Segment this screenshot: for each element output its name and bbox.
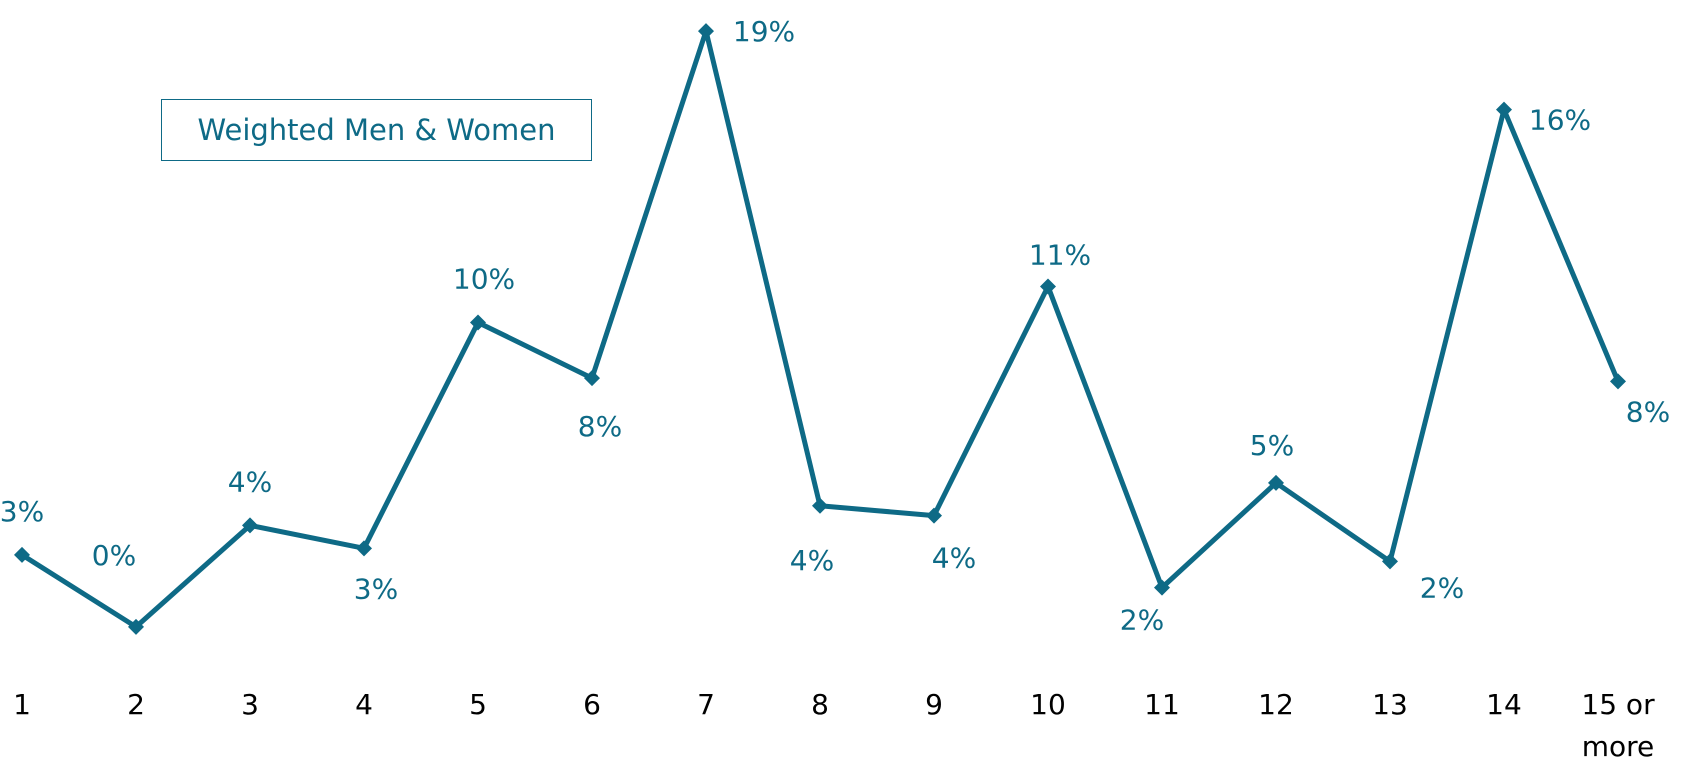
x-tick-label: 3 bbox=[241, 688, 259, 721]
legend: Weighted Men & Women bbox=[161, 99, 592, 161]
x-tick-label: 7 bbox=[697, 688, 715, 721]
data-label: 10% bbox=[453, 262, 515, 295]
data-label: 8% bbox=[1626, 395, 1670, 428]
data-label: 0% bbox=[92, 539, 136, 572]
x-tick-label: 4 bbox=[355, 688, 373, 721]
data-label: 16% bbox=[1529, 104, 1591, 137]
x-tick-label: 5 bbox=[469, 688, 487, 721]
x-tick-label: 15 or more bbox=[1581, 688, 1655, 763]
x-tick-label: 9 bbox=[925, 688, 943, 721]
marker bbox=[242, 517, 258, 534]
x-tick-label: 12 bbox=[1258, 688, 1294, 721]
marker bbox=[1268, 474, 1284, 491]
data-label: 3% bbox=[0, 495, 44, 528]
data-label: 11% bbox=[1029, 238, 1091, 271]
x-tick-label: 11 bbox=[1144, 688, 1180, 721]
data-label: 4% bbox=[228, 465, 272, 498]
x-tick-label: 10 bbox=[1030, 688, 1066, 721]
data-label: 2% bbox=[1420, 571, 1464, 604]
marker bbox=[356, 540, 372, 557]
x-tick-label: 14 bbox=[1486, 688, 1522, 721]
data-label: 5% bbox=[1250, 429, 1294, 462]
marker bbox=[1382, 553, 1398, 570]
marker bbox=[470, 314, 486, 331]
marker bbox=[128, 618, 144, 635]
data-label: 4% bbox=[932, 542, 976, 575]
x-tick-label: 13 bbox=[1372, 688, 1408, 721]
data-label: 3% bbox=[354, 572, 398, 605]
marker bbox=[584, 370, 600, 387]
marker bbox=[698, 23, 714, 40]
x-tick-label: 1 bbox=[13, 688, 31, 721]
data-label: 4% bbox=[790, 544, 834, 577]
x-tick-label: 6 bbox=[583, 688, 601, 721]
data-label: 8% bbox=[578, 410, 622, 443]
marker bbox=[926, 507, 942, 524]
marker bbox=[812, 497, 828, 514]
data-label: 2% bbox=[1120, 604, 1164, 637]
x-tick-label: 8 bbox=[811, 688, 829, 721]
marker bbox=[1496, 101, 1512, 118]
marker bbox=[1040, 278, 1056, 295]
data-label: 19% bbox=[733, 15, 795, 48]
marker bbox=[1154, 579, 1170, 596]
marker bbox=[1610, 373, 1626, 390]
x-tick-label: 2 bbox=[127, 688, 145, 721]
marker bbox=[14, 546, 30, 563]
